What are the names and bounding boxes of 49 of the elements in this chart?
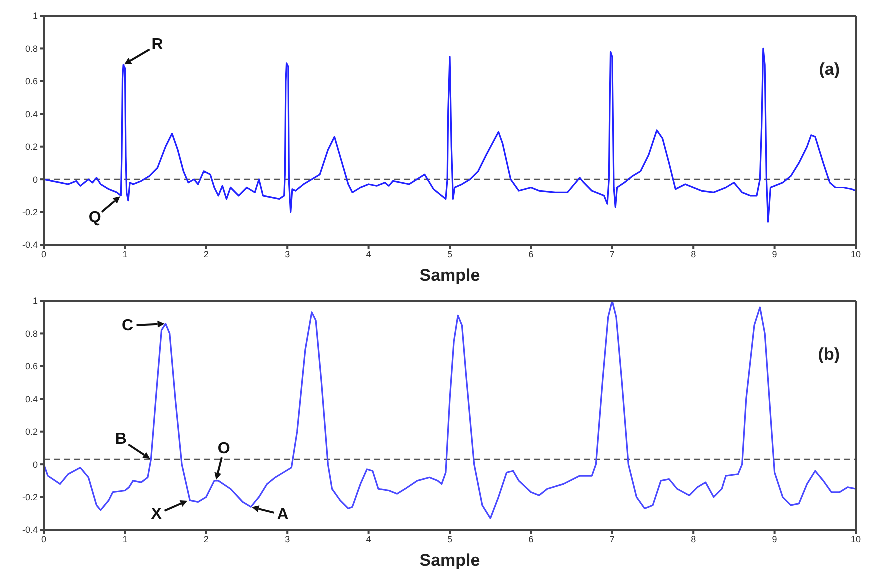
x-axis-title: Sample [420,551,480,570]
annotation: C [122,317,134,334]
y-tick-label: 0.2 [25,142,38,152]
y-tick-label: 0.6 [25,362,38,372]
x-tick-label: 4 [366,249,372,260]
x-tick-label: 3 [285,249,290,260]
x-tick-label: 7 [610,249,615,260]
x-tick-label: 5 [447,534,453,544]
x-tick-label: 1 [122,249,128,260]
y-tick-label: 0 [32,460,38,470]
x-tick-label: 7 [610,534,615,544]
y-tick-label: 1 [32,11,38,22]
y-tick-label: 0.4 [25,109,38,120]
y-tick-label: 0.2 [25,427,38,438]
y-tick-label: -0.4 [22,525,38,536]
x-tick-label: 5 [447,249,453,260]
x-tick-label: 2 [204,249,209,260]
annotation: A [277,506,290,524]
x-tick-label: 9 [772,249,778,260]
annotation: R [152,36,164,54]
x-tick-label: 0 [41,534,47,544]
x-tick-label: 0 [41,249,47,260]
x-tick-label: 1 [122,534,128,544]
x-tick-label: 8 [691,534,696,544]
annotation: Q [88,209,102,226]
x-tick-label: 10 [850,249,862,260]
x-tick-label: 9 [772,534,778,544]
annotation: X [151,506,162,524]
y-tick-label: -0.4 [22,240,38,250]
x-tick-label: 8 [691,249,696,260]
y-tick-label: 0.4 [25,394,38,404]
y-tick-label: 0.6 [25,76,38,87]
annotation: B [115,431,127,448]
x-tick-label: 4 [366,534,372,544]
annotation: (a) [819,60,840,80]
annotation: (b) [818,345,840,365]
x-tick-label: 6 [528,534,534,544]
annotation: O [218,440,230,458]
x-axis-title: Sample [420,266,480,285]
x-tick-label: 2 [204,534,209,544]
y-tick-label: -0.2 [22,207,38,218]
x-tick-label: 6 [528,249,534,260]
y-tick-label: 0 [32,174,38,185]
y-tick-label: 0.8 [25,44,38,54]
x-tick-label: 3 [285,534,290,544]
x-tick-label: 10 [850,534,862,544]
y-tick-label: 0.8 [25,328,38,339]
y-tick-label: 1 [32,296,38,306]
y-tick-label: -0.2 [22,492,38,502]
